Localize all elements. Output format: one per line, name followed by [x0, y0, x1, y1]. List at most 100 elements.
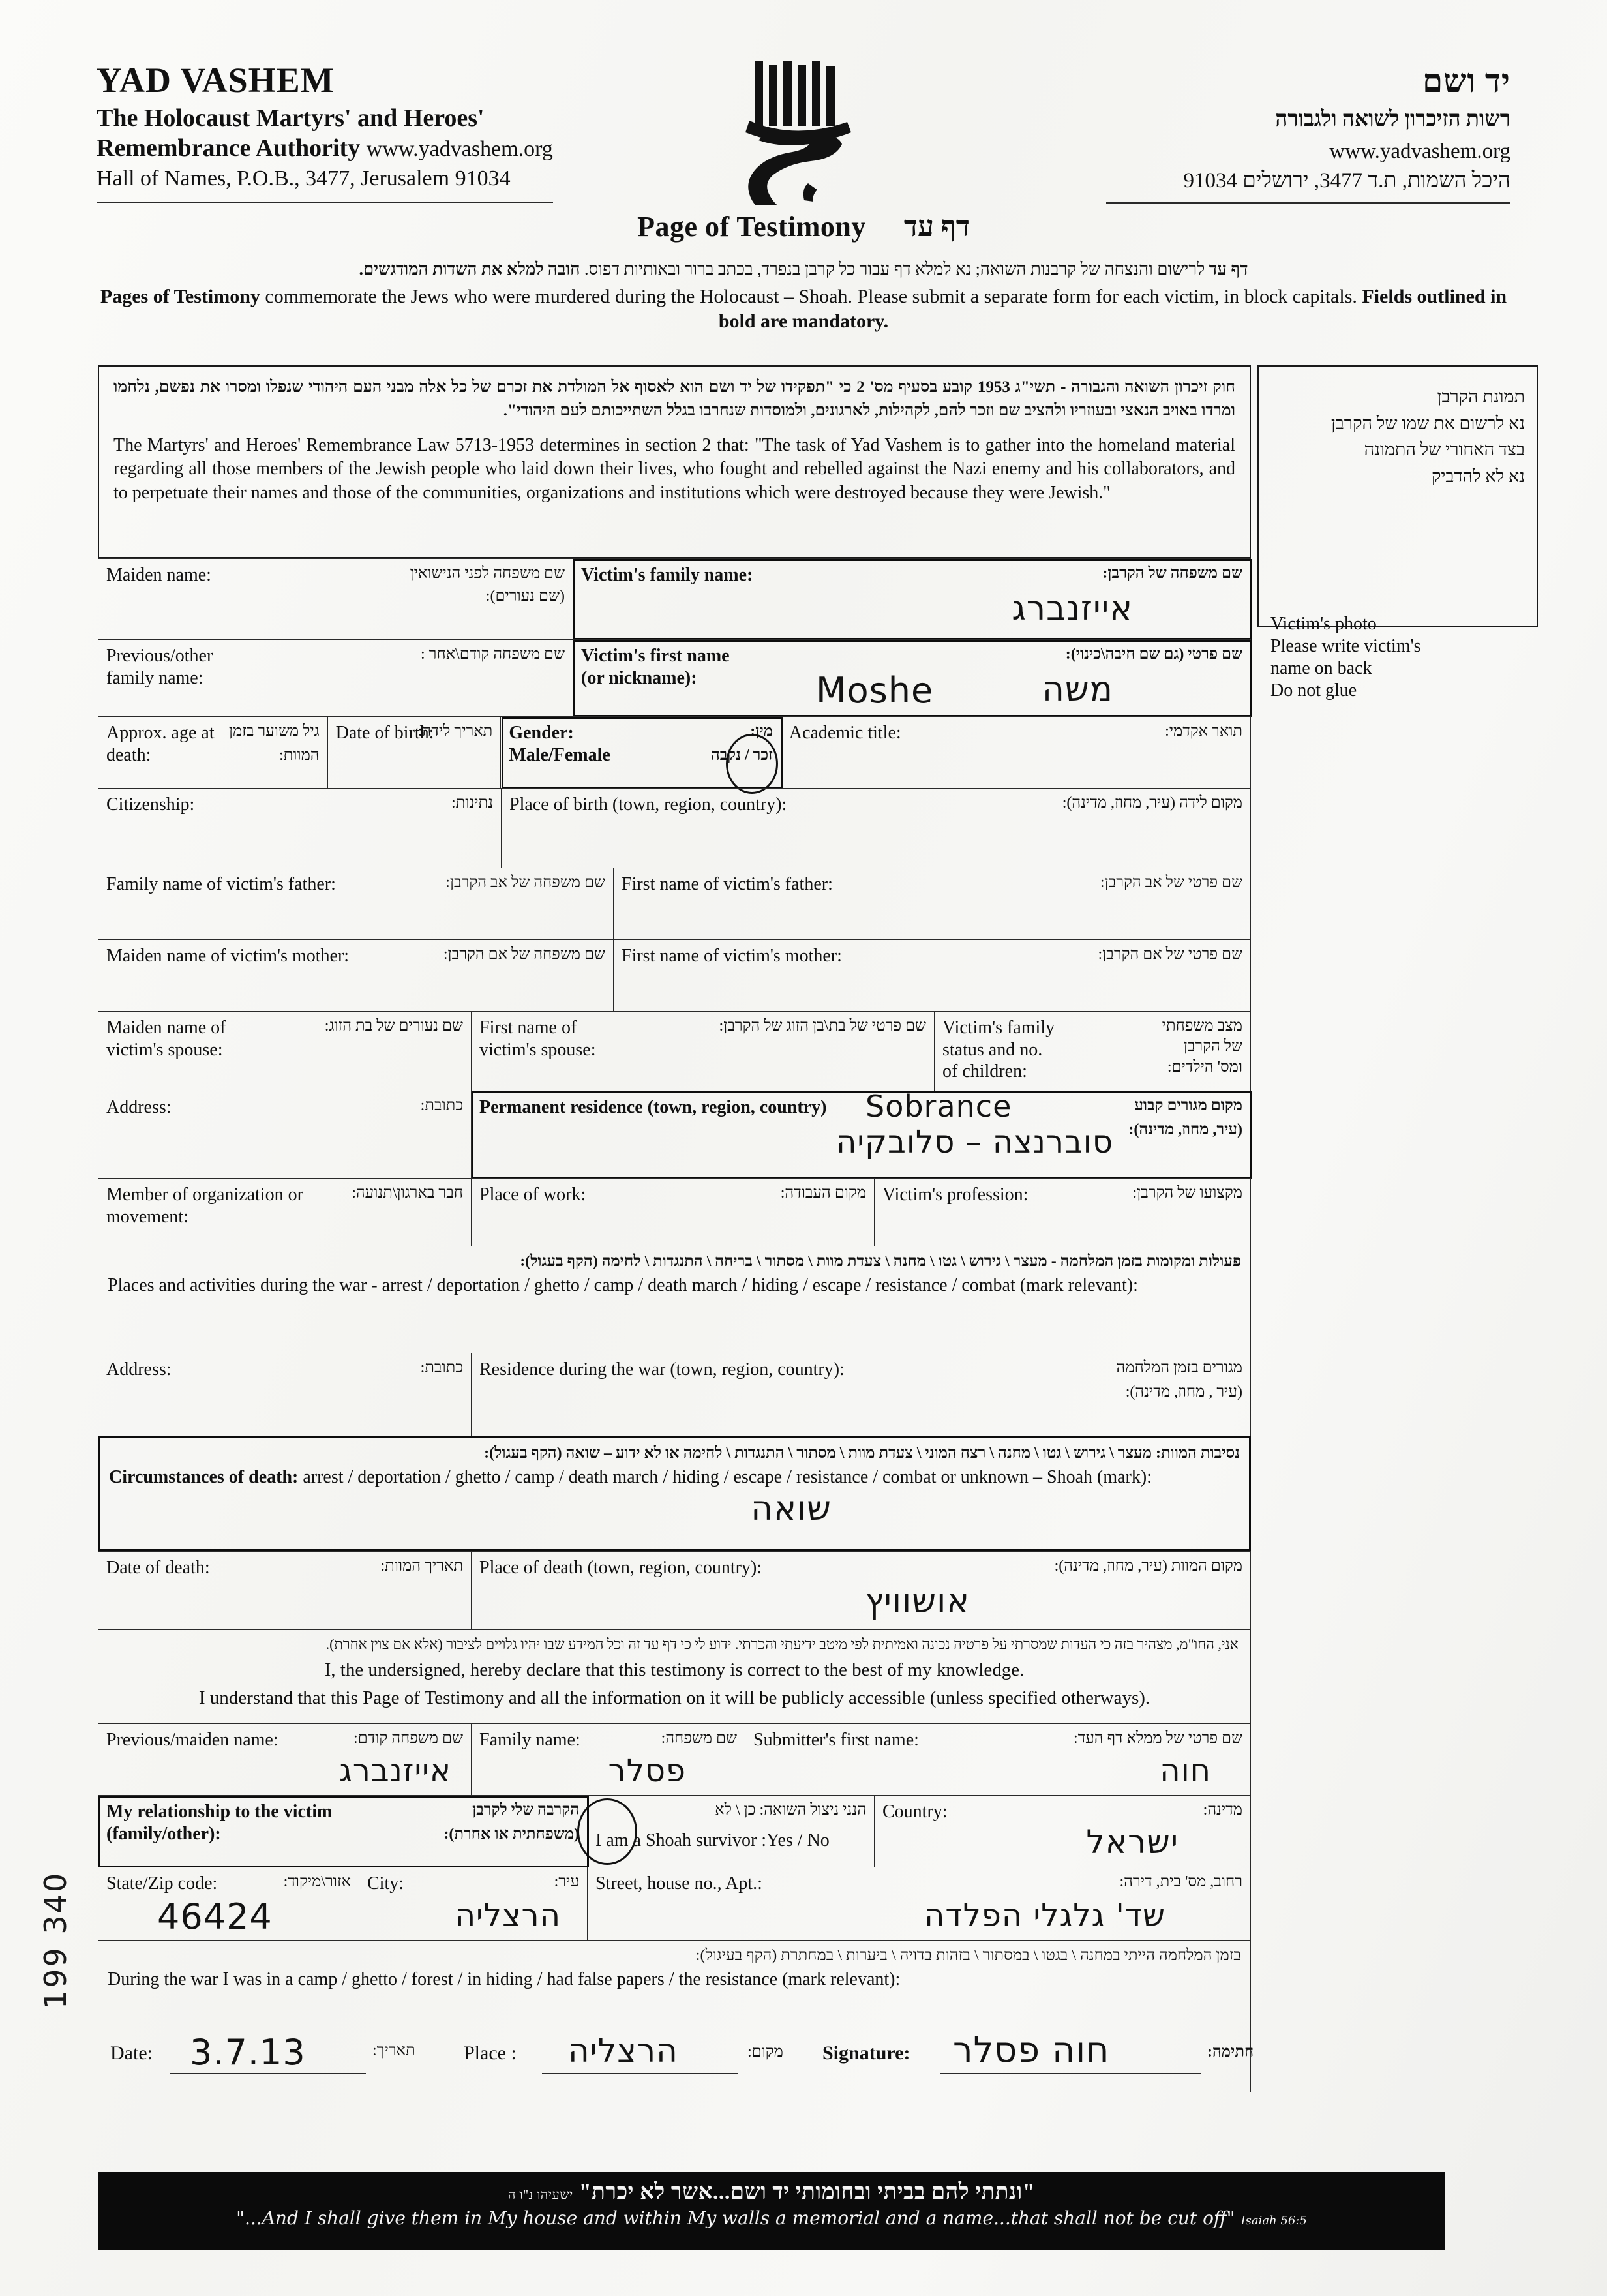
label-relationship-en1: My relationship to the victim [106, 1802, 333, 1822]
field-place-of-death[interactable]: Place of death (town, region, country): … [472, 1552, 1250, 1629]
field-shoah-survivor[interactable]: הנני ניצול השואה: כן \ לא I am a Shoah s… [577, 1796, 875, 1867]
label-family-status-en3: of children: [942, 1061, 1027, 1082]
field-residence-war[interactable]: Residence during the war (town, region, … [472, 1353, 1250, 1436]
field-father-first-name[interactable]: First name of victim's father: שם פרטי ש… [614, 868, 1250, 939]
label-mother-maiden-he: שם משפחה של אם הקרבן: [443, 946, 605, 963]
value-place-of-death: אושוויץ [865, 1582, 970, 1621]
label-circumstances-en: Circumstances of death: arrest / deporta… [109, 1466, 1240, 1488]
label-circumstances-he-rest: מעצר \ גירוש \ גטו \ מחנה \ רצח המוני \ … [484, 1445, 1156, 1462]
label-during-war-he: בזמן המלחמה הייתי במחנה \ בגטו \ במסתור … [695, 1947, 1241, 1964]
form-row-work: Member of organization or movement: חבר … [98, 1178, 1251, 1246]
value-street: שד' גלגלי הפלדה [924, 1897, 1165, 1934]
field-place-of-work[interactable]: Place of work: מקום העבודה: [472, 1179, 875, 1246]
form-row-signature: Date: 3.7.13 תאריך: Place : הרצליה מקום:… [98, 2016, 1254, 2092]
field-citizenship[interactable]: Citizenship: נתינות: [98, 789, 502, 868]
label-prev-family-name-he: שם משפחה קודם\אחר : [420, 646, 565, 663]
label-dob-he: תאריך לידה: [417, 723, 493, 740]
field-street[interactable]: Street, house no., Apt.: רחוב, מס' בית, … [588, 1867, 1250, 1940]
label-spouse-first-en2: victim's spouse: [479, 1039, 596, 1060]
form-row-relationship: My relationship to the victim (family/ot… [98, 1795, 1251, 1867]
field-family-status[interactable]: Victim's family status and no. of childr… [935, 1012, 1250, 1091]
page-title: Page of Testimony דף עד [0, 210, 1607, 243]
field-date-of-birth[interactable]: Date of birth: תאריך לידה: [328, 717, 502, 788]
field-relationship[interactable]: My relationship to the victim (family/ot… [98, 1796, 588, 1867]
label-shoah-survivor-he: הנני ניצול השואה: כן \ לא [715, 1802, 866, 1819]
field-profession[interactable]: Victim's profession: מקצועו של הקרבן: [875, 1179, 1250, 1246]
declaration-en2: I understand that this Page of Testimony… [198, 1687, 1150, 1709]
field-spouse-first-name[interactable]: First name of victim's spouse: שם פרטי ש… [472, 1012, 935, 1091]
field-war-activities[interactable]: פעולות ומקומות בזמן המלחמה - מעצר \ גירו… [98, 1246, 1251, 1353]
field-city[interactable]: City: עיר: הרצליה [359, 1867, 588, 1940]
field-permanent-residence[interactable]: Permanent residence (town, region, count… [472, 1089, 1250, 1178]
org-name-he: יד ושם [1422, 63, 1510, 99]
field-submitter-first-name[interactable]: Submitter's first name: שם פרטי של ממלא … [745, 1724, 1250, 1795]
label-date-he: תאריך: [372, 2042, 415, 2059]
label-submitter-prev-he: שם משפחה קודם: [353, 1730, 463, 1747]
intro-paragraph: דף עד לרישום והנצחה של קרבנות השואה; נא … [97, 258, 1510, 335]
label-academic-title-en: Academic title: [788, 723, 901, 743]
field-place-of-birth[interactable]: Place of birth (town, region, country): … [502, 789, 1250, 868]
field-address-permanent[interactable]: Address: כתובת: [98, 1091, 472, 1178]
page-title-en: Page of Testimony [637, 211, 866, 243]
label-war-activities-en: Places and activities during the war - a… [108, 1275, 1138, 1295]
label-place-of-death-en: Place of death (town, region, country): [479, 1558, 762, 1578]
label-war-activities-he: פעולות ומקומות בזמן המלחמה - מעצר \ גירו… [520, 1253, 1241, 1270]
field-submitter-previous-name[interactable]: Previous/maiden name: שם משפחה קודם: איי… [98, 1724, 472, 1795]
photo-instructions-en: Victim's photo Please write victim's nam… [1270, 613, 1531, 702]
label-age-en2: death: [106, 744, 151, 765]
value-state-zip: 46424 [157, 1896, 273, 1937]
victim-photo-box[interactable]: תמונת הקרבן נא לרשום את שמו של הקרבן בצד… [1257, 365, 1538, 627]
field-address-war[interactable]: Address: כתובת: [98, 1353, 472, 1436]
field-mother-first-name[interactable]: First name of victim's mother: שם פרטי ש… [614, 940, 1250, 1011]
label-spouse-maiden-he: שם נעורים של בת הזוג: [324, 1018, 463, 1035]
form-row-age-gender: Approx. age at death: גיל משוער בזמן המו… [98, 716, 1251, 794]
field-previous-family-name[interactable]: Previous/other family name: שם משפחה קוד… [98, 640, 573, 716]
label-prev-family-name-en1: Previous/other [106, 646, 213, 666]
label-family-status-he2: של הקרבן [1183, 1038, 1242, 1055]
website-url-en[interactable]: www.yadvashem.org [366, 137, 553, 162]
label-place-of-work-en: Place of work: [479, 1185, 586, 1205]
value-place: הרצליה [568, 2032, 678, 2070]
field-date-of-death[interactable]: Date of death: תאריך המוות: [98, 1552, 472, 1629]
page-title-he: דף עד [903, 211, 970, 243]
form-row-permanent-residence: Address: כתובת: Permanent residence (tow… [98, 1089, 1252, 1179]
field-victim-first-name[interactable]: Victim's first name (or nickname): שם פר… [573, 640, 1250, 716]
field-country[interactable]: Country: מדינה: ישראל [875, 1796, 1250, 1867]
field-approx-age[interactable]: Approx. age at death: גיל משוער בזמן המו… [98, 717, 328, 788]
field-submitter-during-war[interactable]: בזמן המלחמה הייתי במחנה \ בגטו \ במסתור … [98, 1940, 1251, 2016]
field-maiden-name[interactable]: Maiden name: שם משפחה לפני הנישואין (שם … [98, 559, 573, 639]
label-mother-maiden-en: Maiden name of victim's mother: [106, 946, 350, 966]
intro-he-rest: לרישום והנצחה של קרבנות השואה; נא למלא ד… [580, 260, 1209, 279]
value-perm-residence-latin: Sobrance [865, 1089, 1012, 1124]
footer-quote-he: "ונתתי להם בביתי ובחומותי יד ושם...אשר ל… [98, 2172, 1445, 2205]
label-organization-en2: movement: [106, 1206, 188, 1227]
gender-male-circle-mark [725, 734, 778, 794]
org-subtitle-line2-en: Remembrance Authority [97, 134, 361, 162]
label-family-status-en2: status and no. [942, 1039, 1043, 1060]
field-victim-family-name[interactable]: Victim's family name: שם משפחה של הקרבן:… [573, 559, 1250, 639]
field-spouse-maiden-name[interactable]: Maiden name of victim's spouse: שם נעורי… [98, 1012, 472, 1091]
field-father-family-name[interactable]: Family name of victim's father: שם משפחה… [98, 868, 614, 939]
field-state-zip[interactable]: State/Zip code: אזור\מיקוד: 46424 [98, 1867, 359, 1940]
label-maiden-name-he: שם משפחה לפני הנישואין [410, 565, 565, 582]
field-submitter-family-name[interactable]: Family name: שם משפחה: פסלר [472, 1724, 745, 1795]
label-submitter-family-he: שם משפחה: [661, 1730, 737, 1747]
field-gender[interactable]: Gender: Male/Female מין: זכר / נקבה [501, 717, 781, 794]
field-academic-title[interactable]: Academic title: תואר אקדמי: [781, 717, 1250, 788]
form-row-submitter-names: Previous/maiden name: שם משפחה קודם: איי… [98, 1723, 1251, 1795]
form-row-death: Date of death: תאריך המוות: Place of dea… [98, 1551, 1251, 1629]
photo-en-l3: name on back [1270, 658, 1372, 679]
org-subtitle-he: רשות הזיכרון לשואה ולגבורה [1275, 108, 1510, 131]
website-url-he[interactable]: www.yadvashem.org [1329, 140, 1510, 163]
testimony-form: Maiden name: שם משפחה לפני הנישואין (שם … [98, 558, 1254, 2092]
field-circumstances-of-death[interactable]: נסיבות המוות: מעצר \ גירוש \ גטו \ מחנה … [98, 1436, 1251, 1551]
field-mother-maiden-name[interactable]: Maiden name of victim's mother: שם משפחה… [98, 940, 614, 1011]
field-organization[interactable]: Member of organization or movement: חבר … [98, 1179, 472, 1246]
declaration-block: אני, החו"מ, מצהיר בזה כי העדות שמסרתי על… [98, 1629, 1251, 1723]
label-spouse-maiden-en1: Maiden name of [106, 1018, 226, 1038]
label-state-zip-en: State/Zip code: [106, 1873, 218, 1894]
footer-quote-he-source: ישעיהו נ"ו ה [507, 2188, 573, 2202]
label-perm-residence-he1: מקום מגורים קבוע [1134, 1097, 1242, 1114]
label-date-en: Date: [110, 2042, 153, 2064]
label-submitter-prev-en: Previous/maiden name: [106, 1730, 278, 1750]
